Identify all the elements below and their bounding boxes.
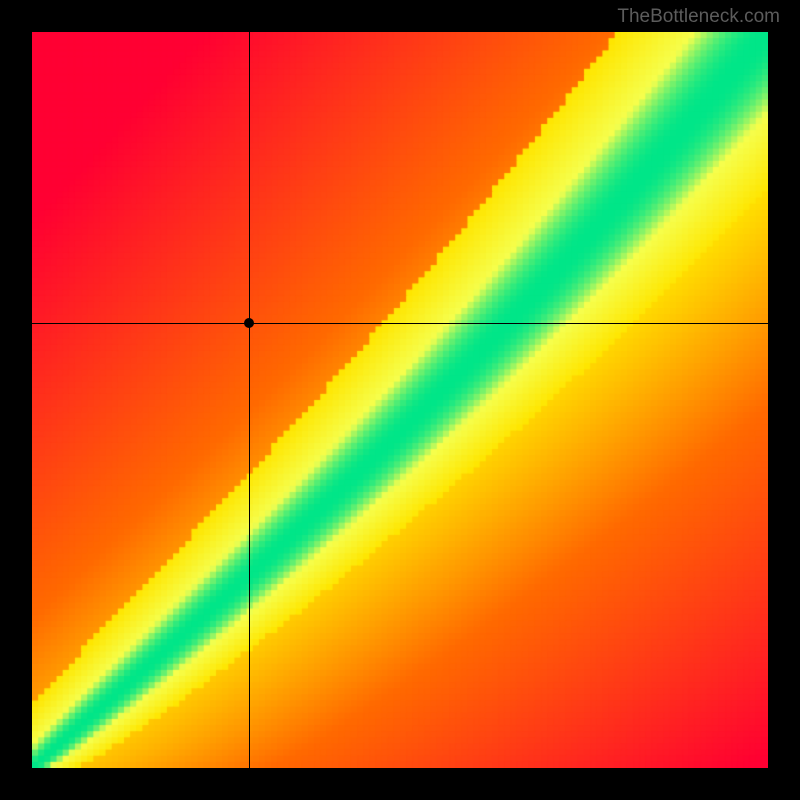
crosshair-vertical bbox=[249, 32, 250, 768]
watermark-text: TheBottleneck.com bbox=[617, 6, 780, 28]
chart-container: TheBottleneck.com bbox=[0, 0, 800, 800]
heatmap-canvas bbox=[32, 32, 768, 768]
marker-dot bbox=[244, 318, 254, 328]
heatmap-plot bbox=[32, 32, 768, 768]
crosshair-horizontal bbox=[32, 323, 768, 324]
